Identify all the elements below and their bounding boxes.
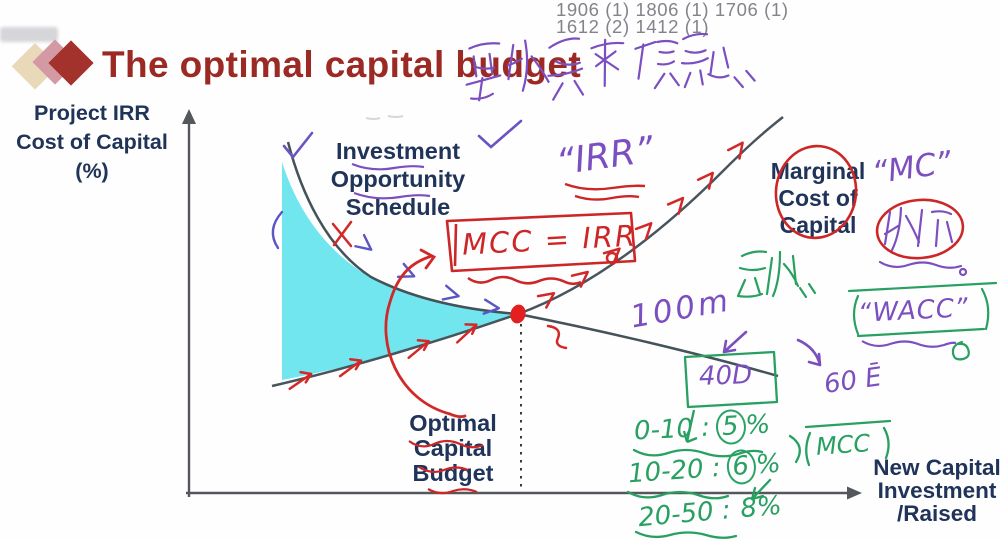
tier-1-range: 0-10 : (633, 412, 711, 447)
intersection-dot (510, 304, 526, 324)
page-title: The optimal capital budget (102, 44, 582, 85)
tier-3-unit: % (755, 490, 783, 523)
optimal-label-line3: Budget (412, 460, 494, 486)
tier-3-range: 20-50 : (636, 495, 732, 534)
x-axis-label-line3: /Raised (896, 501, 978, 526)
x-axis-label-line2: Investment (877, 478, 997, 503)
faint-marks (365, 115, 404, 120)
handwritten-60e: 60 Ē (822, 362, 884, 400)
faded-smudge (0, 27, 58, 42)
tier-row-1: 0-10 :5% (633, 407, 771, 449)
mcc-curve-label: Marginal Cost of Capital (760, 158, 876, 239)
handwritten-40d: 40D (698, 360, 753, 392)
handwritten-mcc-equals-irr: MCC = IRR (461, 218, 638, 262)
tier-2-range: 10-20 : (627, 452, 722, 490)
diamond-logo-icon (11, 39, 94, 90)
tier-2-unit: % (754, 448, 782, 481)
chinese-overall-annotation (736, 250, 817, 299)
tier-2-rate: 6 (725, 448, 758, 486)
tier-row-2: 10-20 :6% (627, 447, 782, 493)
y-axis-arrowhead (182, 109, 196, 124)
chinese-marginal-annotation (878, 206, 968, 277)
y-axis-label-line3: (%) (75, 159, 109, 183)
optimal-label-line2: Capital (413, 435, 493, 461)
ios-label-line3: Schedule (345, 194, 451, 220)
x-axis-label: New Capital Investment /Raised (856, 456, 1000, 525)
mcc-label-line2: Cost of (778, 185, 858, 211)
mcc-label-line1: Marginal (770, 158, 866, 184)
optimal-budget-label: Optimal Capital Budget (392, 411, 514, 486)
optimal-label-line1: Optimal (409, 410, 497, 436)
chinese-marginal-circle (875, 198, 965, 260)
tier-row-3: 20-50 :8% (637, 491, 783, 533)
handwritten-mc: “MC” (869, 144, 954, 192)
reference-line-2: 1612 (2) 1412 (1) (556, 16, 710, 37)
tier-1-unit: % (744, 409, 771, 441)
reference-line-1: 1906 (1) 1806 (1) 1706 (1) (556, 0, 789, 20)
y-axis-label: Project IRR Cost of Capital (%) (0, 99, 184, 186)
handwritten-wacc: “WACC” (857, 293, 970, 329)
handwritten-100m: 100m (627, 282, 734, 336)
reference-numbers: 1906 (1) 1806 (1) 1706 (1) 1612 (2) 1412… (556, 0, 789, 37)
ios-label-line1: Investment (335, 138, 461, 164)
handwritten-irr: “IRR” (553, 129, 657, 184)
ios-curve-label: Investment Opportunity Schedule (316, 137, 480, 221)
mcc-label-line3: Capital (779, 212, 857, 238)
x-axis-label-line1: New Capital (873, 455, 1000, 480)
tier-1-rate: 5 (715, 408, 747, 446)
handwritten-mcc-abbr: MCC (815, 429, 872, 461)
y-axis-label-line2: Cost of Capital (16, 130, 168, 154)
ios-label-line2: Opportunity (330, 166, 466, 192)
irr-underlines (564, 182, 646, 201)
y-axis-label-line1: Project IRR (34, 101, 150, 125)
swoosh-arrow (384, 248, 467, 419)
